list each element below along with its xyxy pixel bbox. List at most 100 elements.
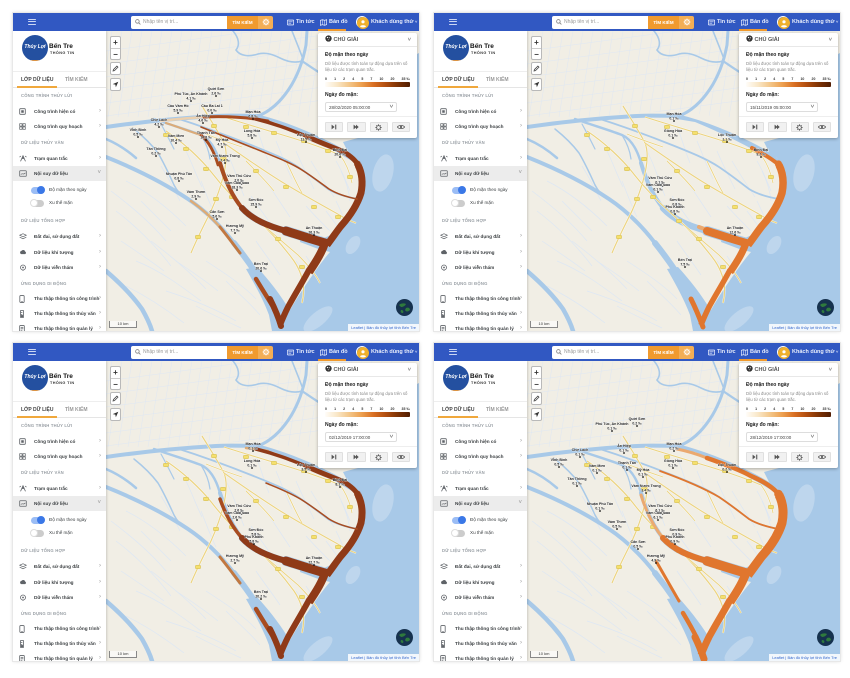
svg-text:0.0 ‰: 0.0 ‰ — [207, 109, 217, 113]
svg-text:Phú Khánh: Phú Khánh — [666, 205, 685, 209]
svg-text:Vàm Nước Trong: Vàm Nước Trong — [210, 154, 239, 158]
svg-text:0.1 ‰: 0.1 ‰ — [595, 507, 605, 511]
svg-text:10.4 ‰: 10.4 ‰ — [170, 139, 182, 143]
svg-text:0.1 ‰: 0.1 ‰ — [638, 473, 648, 477]
svg-text:Ân Hiệp: Ân Hiệp — [617, 443, 631, 448]
svg-text:Vàm Thủ Cửu: Vàm Thủ Cửu — [648, 504, 672, 508]
svg-text:2.6 ‰: 2.6 ‰ — [211, 92, 221, 96]
svg-text:0.2 ‰: 0.2 ‰ — [669, 447, 679, 451]
svg-text:7.4 ‰: 7.4 ‰ — [220, 159, 230, 163]
svg-text:0.9 ‰: 0.9 ‰ — [670, 540, 680, 544]
svg-text:9.2 ‰: 9.2 ‰ — [756, 153, 766, 157]
svg-text:0.5 ‰: 0.5 ‰ — [133, 133, 143, 137]
svg-text:Sơn Đốc: Sơn Đốc — [670, 198, 685, 202]
svg-text:0.1 ‰: 0.1 ‰ — [622, 466, 632, 470]
svg-text:3.5 ‰: 3.5 ‰ — [301, 468, 311, 472]
svg-text:Vàm Nước Trong: Vàm Nước Trong — [631, 484, 660, 488]
svg-text:0.1 ‰: 0.1 ‰ — [248, 447, 258, 451]
svg-text:0.5 ‰: 0.5 ‰ — [554, 463, 564, 467]
svg-text:2.6 ‰: 2.6 ‰ — [232, 516, 242, 520]
svg-text:Thạnh Tân: Thạnh Tân — [197, 131, 215, 135]
svg-text:Vàm Thủ Cửu: Vàm Thủ Cửu — [227, 504, 251, 508]
svg-text:2.7 ‰: 2.7 ‰ — [230, 559, 240, 563]
svg-text:2.9 ‰: 2.9 ‰ — [191, 195, 201, 199]
svg-text:Vàm Cái Quao: Vàm Cái Quao — [646, 511, 671, 515]
svg-text:Bến Trại: Bến Trại — [678, 258, 692, 262]
svg-text:0.1 ‰: 0.1 ‰ — [668, 134, 678, 138]
svg-text:Bình Đại: Bình Đại — [333, 478, 348, 482]
svg-text:2.0 ‰: 2.0 ‰ — [234, 179, 244, 183]
svg-text:4.9 ‰: 4.9 ‰ — [651, 559, 661, 563]
svg-text:5.8 ‰: 5.8 ‰ — [249, 540, 259, 544]
svg-text:0.1 ‰: 0.1 ‰ — [247, 464, 257, 468]
svg-text:Giồng Hòa: Giồng Hòa — [664, 459, 683, 463]
svg-text:0.8 ‰: 0.8 ‰ — [670, 210, 680, 214]
svg-text:18.3 ‰: 18.3 ‰ — [231, 186, 243, 190]
svg-text:Nhuận Phú Tân: Nhuận Phú Tân — [587, 502, 613, 506]
svg-text:7.7 ‰: 7.7 ‰ — [230, 229, 240, 233]
svg-text:Vàm Thủ Cửu: Vàm Thủ Cửu — [227, 174, 251, 178]
svg-text:Bến Trại: Bến Trại — [254, 262, 268, 266]
svg-text:5.8 ‰: 5.8 ‰ — [247, 134, 257, 138]
svg-text:Ân Hiệp: Ân Hiệp — [196, 113, 210, 118]
svg-text:6.8 ‰: 6.8 ‰ — [248, 115, 258, 119]
svg-text:Quới Sơn: Quới Sơn — [208, 87, 225, 91]
svg-text:20.2 ‰: 20.2 ‰ — [255, 595, 267, 599]
svg-text:Nhuận Phú Tân: Nhuận Phú Tân — [166, 172, 192, 176]
svg-text:Lộc Thuận: Lộc Thuận — [718, 133, 736, 137]
svg-text:15.9 ‰: 15.9 ‰ — [250, 203, 262, 207]
svg-text:11.5 ‰: 11.5 ‰ — [300, 138, 312, 142]
svg-text:4.6 ‰: 4.6 ‰ — [198, 119, 208, 123]
svg-text:0.8 ‰: 0.8 ‰ — [672, 203, 682, 207]
svg-text:Mạn Hóa: Mạn Hóa — [246, 110, 262, 114]
svg-text:Hương Mỹ: Hương Mỹ — [226, 554, 244, 558]
svg-text:Phú Túc, An Khánh: Phú Túc, An Khánh — [174, 92, 207, 96]
svg-text:Vàm Mơn: Vàm Mơn — [589, 464, 605, 468]
svg-text:Phú Khánh: Phú Khánh — [245, 535, 264, 539]
svg-text:Bình Đại: Bình Đại — [754, 148, 769, 152]
svg-text:2.6 ‰: 2.6 ‰ — [234, 509, 244, 513]
svg-text:20.6 ‰: 20.6 ‰ — [255, 267, 267, 271]
svg-text:Cầu Ba Lai 1: Cầu Ba Lai 1 — [201, 104, 223, 108]
svg-text:Lộc Thuận: Lộc Thuận — [718, 463, 736, 467]
svg-text:Mỹ Hóa: Mỹ Hóa — [216, 138, 230, 142]
svg-text:22.7 ‰: 22.7 ‰ — [308, 561, 320, 565]
svg-text:0.2 ‰: 0.2 ‰ — [632, 422, 642, 426]
svg-text:Sơn Đốc: Sơn Đốc — [249, 528, 264, 532]
svg-text:Lộc Thuận: Lộc Thuận — [297, 463, 315, 467]
svg-text:An Thuận: An Thuận — [306, 226, 323, 230]
svg-text:3.4 ‰: 3.4 ‰ — [641, 489, 651, 493]
svg-text:8.1 ‰: 8.1 ‰ — [335, 483, 345, 487]
svg-text:An Thuận: An Thuận — [727, 226, 744, 230]
svg-text:Chợ Lách: Chợ Lách — [572, 448, 589, 452]
svg-text:0.1 ‰: 0.1 ‰ — [572, 482, 582, 486]
svg-text:An Thuận: An Thuận — [306, 556, 323, 560]
svg-text:Hương Mỹ: Hương Mỹ — [226, 224, 244, 228]
svg-text:0.8 ‰: 0.8 ‰ — [174, 177, 184, 181]
svg-text:0.1 ‰: 0.1 ‰ — [575, 453, 585, 457]
svg-text:5.8 ‰: 5.8 ‰ — [251, 533, 261, 537]
svg-text:6.1 ‰: 6.1 ‰ — [653, 516, 663, 520]
svg-text:Vàm Thủ Cửu: Vàm Thủ Cửu — [648, 176, 672, 180]
svg-text:Bến Trại: Bến Trại — [254, 590, 268, 594]
svg-text:Hương Mỹ: Hương Mỹ — [647, 554, 665, 558]
svg-text:0.1 ‰: 0.1 ‰ — [607, 427, 617, 431]
svg-text:5.9 ‰: 5.9 ‰ — [173, 109, 183, 113]
svg-text:Lộc Thuận: Lộc Thuận — [297, 133, 315, 137]
svg-text:Vàm Thơm: Vàm Thơm — [608, 520, 627, 524]
svg-text:0.1 ‰: 0.1 ‰ — [668, 464, 678, 468]
svg-text:Phú Túc, An Khánh: Phú Túc, An Khánh — [595, 422, 628, 426]
svg-text:0.1 ‰: 0.1 ‰ — [592, 469, 602, 473]
svg-text:Tân Thiềng: Tân Thiềng — [567, 477, 586, 481]
svg-text:0.2 ‰: 0.2 ‰ — [722, 468, 732, 472]
svg-text:Giồng Hòa: Giồng Hòa — [664, 129, 683, 133]
svg-text:Cẩn Sơn: Cẩn Sơn — [210, 210, 225, 214]
svg-text:Vàm Cái Quao: Vàm Cái Quao — [646, 183, 671, 187]
svg-text:0.1 ‰: 0.1 ‰ — [669, 117, 679, 121]
svg-text:Sơn Đốc: Sơn Đốc — [670, 528, 685, 532]
svg-text:0.1 ‰: 0.1 ‰ — [619, 449, 629, 453]
svg-text:1.1 ‰: 1.1 ‰ — [722, 138, 732, 142]
svg-text:Vàm Mơn: Vàm Mơn — [168, 134, 184, 138]
svg-text:Phú Khánh: Phú Khánh — [666, 535, 685, 539]
svg-text:VĨnh Bình: VĨnh Bình — [130, 127, 147, 132]
